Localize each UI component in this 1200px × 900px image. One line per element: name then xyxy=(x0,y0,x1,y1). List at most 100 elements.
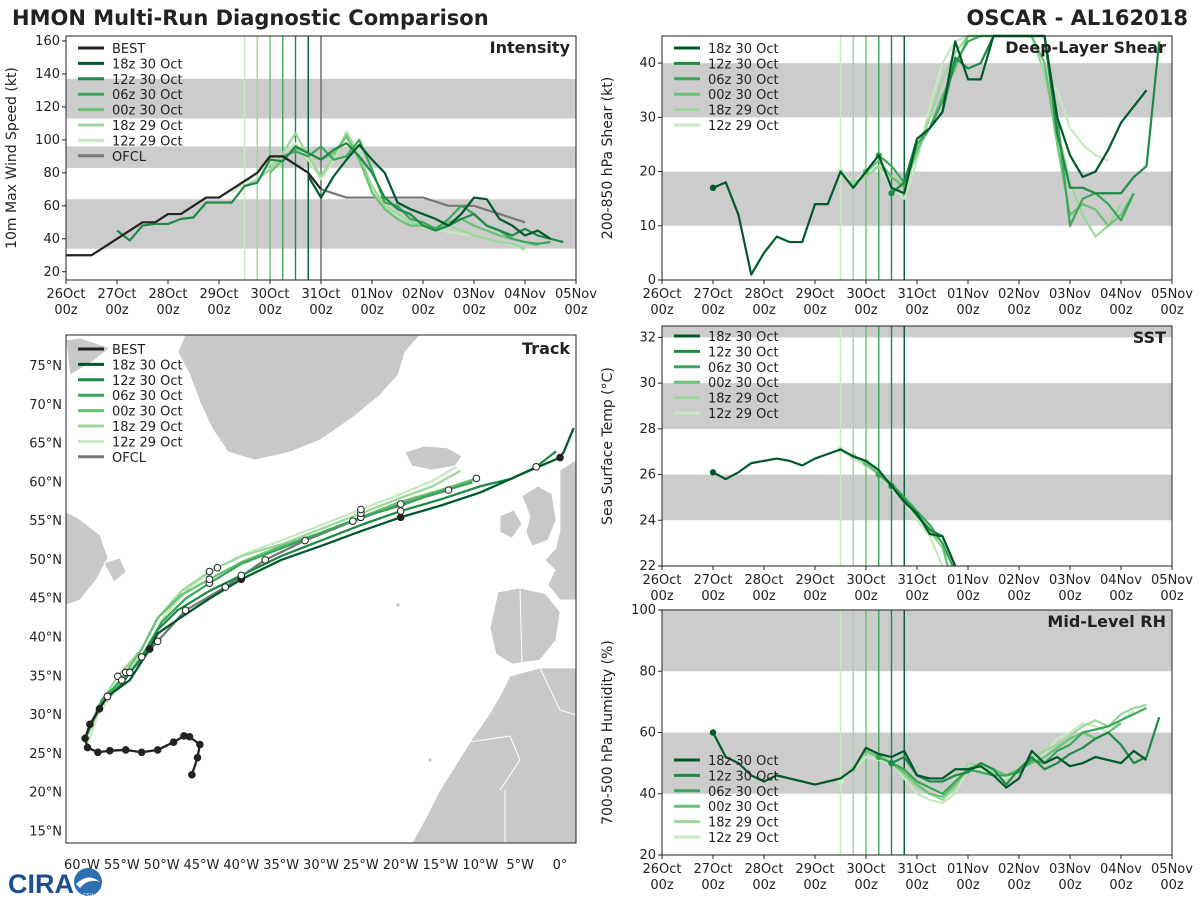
sst-xtick-sublabel: 00z xyxy=(905,589,929,604)
rh-ytick-label: 60 xyxy=(639,726,656,741)
track-point-12z-30-oct xyxy=(137,653,146,661)
track-point-12z-30-oct xyxy=(237,571,246,580)
shear-xtick-sublabel: 00z xyxy=(1109,303,1133,318)
intensity-ytick-label: 20 xyxy=(43,265,60,280)
figure-title: HMON Multi-Run Diagnostic Comparison xyxy=(12,6,489,30)
track-point-best xyxy=(193,753,202,762)
track-point-best xyxy=(83,743,92,752)
sst-xtick-sublabel: 00z xyxy=(1160,589,1184,604)
iberia-landmass xyxy=(489,587,561,665)
storm-id: OSCAR - AL162018 xyxy=(967,6,1188,30)
shear-xtick-sublabel: 00z xyxy=(752,303,776,318)
sst-start-marker-18z-30-oct xyxy=(709,469,717,476)
logo-globe-icon xyxy=(74,868,102,896)
track-point-best xyxy=(86,720,94,729)
sst-xtick-label: 29Oct xyxy=(795,573,834,588)
track-point-best xyxy=(153,746,162,754)
shear-xtick-label: 29Oct xyxy=(795,287,834,302)
shear-xtick-sublabel: 00z xyxy=(1058,303,1082,318)
shear-start-marker-18z-30-oct xyxy=(709,184,717,192)
track-point-18z-30-oct xyxy=(145,645,154,653)
track-panel: 15°N 20°N 25°N 30°N 35°N 40°N 45°N 50°N 55°N 60°N… xyxy=(29,334,577,873)
rh-start-marker-12z-30-oct xyxy=(888,759,895,767)
rh-start-marker-18z-30-oct xyxy=(709,729,717,736)
rh-xtick-sublabel: 00z xyxy=(1058,878,1082,893)
track-series-best xyxy=(83,695,202,776)
track-lon-label: 30°W xyxy=(303,858,339,873)
rh-xtick-sublabel: 00z xyxy=(701,878,725,893)
track-point-best xyxy=(95,705,104,713)
rh-legend-label-12z-30-oct: 12z 30 Oct xyxy=(708,769,779,784)
rh-xtick-label: 31Oct xyxy=(897,862,936,877)
sst-legend-label-18z-29-oct: 18z 29 Oct xyxy=(708,392,779,407)
intensity-xtick-sublabel: 00z xyxy=(411,303,435,318)
rh-ytick-label: 80 xyxy=(639,664,656,679)
sst-xtick-sublabel: 00z xyxy=(854,589,878,604)
africa-landmass xyxy=(411,667,576,843)
baffin-landmass xyxy=(66,337,111,376)
intensity-xtick-sublabel: 00z xyxy=(258,303,282,318)
shear-legend-label-18z-30-oct: 18z 30 Oct xyxy=(708,42,779,57)
rh-legend-label-18z-29-oct: 18z 29 Oct xyxy=(708,816,779,831)
track-point-ofcl xyxy=(444,486,453,494)
track-point-ofcl xyxy=(181,606,190,615)
sst-xtick-sublabel: 00z xyxy=(1058,589,1082,604)
rh-series-18z-29-oct xyxy=(852,703,1147,801)
rh-xtick-label: 02Nov xyxy=(998,862,1040,877)
track-legend-label-18z-30-oct: 18z 30 Oct xyxy=(112,358,183,373)
sst-xtick-sublabel: 00z xyxy=(803,589,827,604)
rh-series-06z-30-oct xyxy=(878,707,1147,795)
intensity-xtick-sublabel: 00z xyxy=(207,303,231,318)
sst-xtick-label: 01Nov xyxy=(947,573,989,588)
intensity-xtick-label: 02Nov xyxy=(402,287,444,302)
intensity-series-best xyxy=(66,155,322,257)
track-lon-label: 55°W xyxy=(104,858,140,873)
track-lat-label: 20°N xyxy=(29,786,62,801)
track-series-00z-30-oct xyxy=(84,477,477,738)
intensity-xtick-label: 29Oct xyxy=(199,287,238,302)
rh-xtick-sublabel: 00z xyxy=(752,878,776,893)
track-lat-label: 75°N xyxy=(29,359,62,374)
shear-ytick-label: 0 xyxy=(648,273,656,288)
rh-xtick-label: 26Oct xyxy=(642,862,681,877)
track-legend-label-best: BEST xyxy=(112,343,145,358)
shear-ytick-label: 20 xyxy=(639,165,656,180)
rh-xtick-label: 03Nov xyxy=(1049,862,1091,877)
sst-legend-label-12z-29-oct: 12z 29 Oct xyxy=(708,407,779,422)
sst-xtick-sublabel: 00z xyxy=(752,589,776,604)
track-borders xyxy=(469,587,576,843)
rh-ytick-label: 100 xyxy=(631,603,656,618)
track-legend-label-12z-30-oct: 12z 30 Oct xyxy=(112,374,183,389)
track-legend-label-12z-29-oct: 12z 29 Oct xyxy=(112,435,183,450)
sst-band-2 xyxy=(662,326,1172,338)
rh-xtick-label: 01Nov xyxy=(947,862,989,877)
track-point-ofcl xyxy=(301,536,309,545)
rh-xtick-label: 30Oct xyxy=(846,862,885,877)
shear-legend-label-06z-30-oct: 06z 30 Oct xyxy=(708,73,779,88)
sst-series-18z-30-oct xyxy=(712,448,957,567)
rh-xtick-label: 27Oct xyxy=(693,862,732,877)
sst-xtick-label: 02Nov xyxy=(998,573,1040,588)
sst-ytick-label: 28 xyxy=(639,422,656,437)
rh-legend-label-00z-30-oct: 00z 30 Oct xyxy=(708,800,779,815)
logo-wordmark: CIRA xyxy=(8,869,74,899)
intensity-xtick-label: 04Nov xyxy=(504,287,546,302)
track-lat-label: 50°N xyxy=(29,553,62,568)
track-frame xyxy=(65,334,577,844)
track-point-18z-30-oct xyxy=(396,513,405,522)
rh-ytick-label: 40 xyxy=(639,787,656,802)
rh-legend-label-12z-29-oct: 12z 29 Oct xyxy=(708,831,779,846)
rh-xtick-sublabel: 00z xyxy=(905,878,929,893)
sst-legend-label-06z-30-oct: 06z 30 Oct xyxy=(708,361,779,376)
rh-ylabel: 700-500 hPa Humidity (%) xyxy=(600,640,616,825)
track-lat-label: 45°N xyxy=(29,592,62,607)
track-point-12z-30-oct xyxy=(396,507,405,515)
island-marker xyxy=(427,757,433,763)
intensity-xtick-sublabel: 00z xyxy=(513,303,537,318)
rh-xtick-sublabel: 00z xyxy=(1007,878,1031,893)
sst-xtick-label: 26Oct xyxy=(642,573,681,588)
sst-xtick-label: 27Oct xyxy=(693,573,732,588)
shear-xtick-sublabel: 00z xyxy=(701,303,725,318)
greenland-landmass xyxy=(177,335,421,461)
